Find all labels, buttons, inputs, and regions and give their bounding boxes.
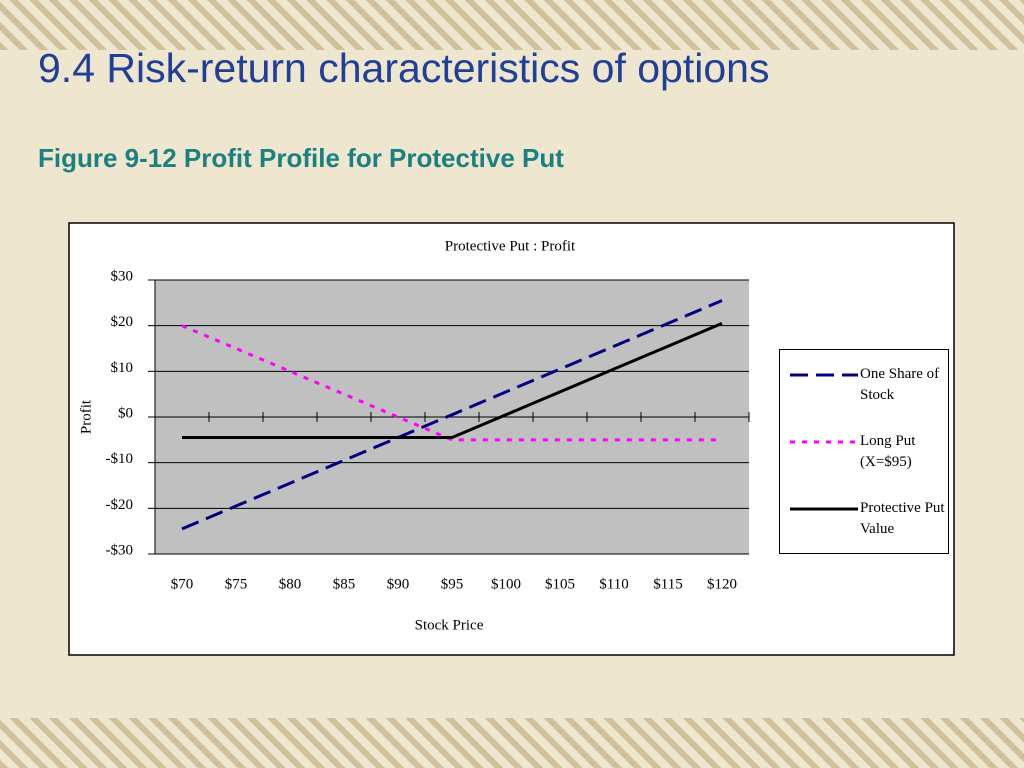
series-line [182,322,723,440]
legend-swatch [790,440,858,444]
y-tick-label: $20 [111,314,134,330]
series-line [181,299,723,531]
border-top [0,0,1024,50]
x-tick-label: $70 [171,576,194,592]
y-tick-label: -$20 [106,497,134,513]
x-tick-label: $105 [545,576,575,592]
x-tick-label: $75 [225,576,248,592]
series-line [181,324,722,442]
legend-label: Protective Put Value [860,500,945,537]
y-tick-label: $0 [118,405,133,421]
chart-title: Protective Put : Profit [445,238,576,254]
legend-label: One Share of Stock [860,366,940,403]
x-tick-label: $120 [707,576,737,592]
y-axis-title: Profit [78,399,94,434]
legend-entry: Protective Put Value [788,498,948,542]
slide-title: 9.4 Risk-return characteristics of optio… [38,45,770,91]
border-bottom [0,718,1024,768]
x-tick-label: $115 [653,576,682,592]
x-tick-label: $85 [333,576,356,592]
slide-subtitle: Figure 9-12 Profit Profile for Protectiv… [38,143,564,173]
legend-swatch [790,507,858,511]
y-tick-label: -$30 [106,542,134,558]
x-tick-label: $95 [441,576,464,592]
x-tick-label: $110 [599,576,628,592]
y-tick-label: $30 [111,268,134,284]
legend-entry: One Share of Stock [788,364,948,408]
x-tick-label: $90 [387,576,410,592]
legend-entry: Long Put (X=$95) [788,431,948,475]
legend-label: Long Put (X=$95) [860,433,916,470]
y-tick-label: $10 [111,360,134,376]
x-axis-title: Stock Price [415,617,484,633]
y-tick-label: -$10 [106,451,134,467]
legend: One Share of Stock Long Put (X=$95) Protec… [779,349,949,554]
x-tick-label: $80 [279,576,302,592]
x-tick-label: $100 [491,576,521,592]
legend-swatch [790,373,858,377]
